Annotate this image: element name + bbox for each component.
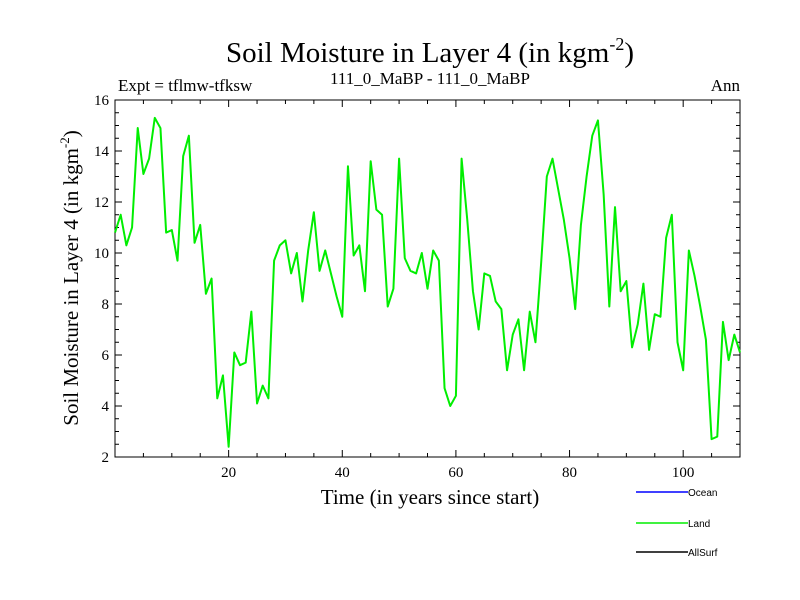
legend-label-ocean: Ocean — [688, 488, 717, 499]
y-tick-label: 14 — [94, 144, 110, 160]
subtitle-center: 111_0_MaBP - 111_0_MaBP — [330, 69, 530, 88]
subtitle-right: Ann — [711, 76, 741, 95]
x-tick-label: 80 — [562, 465, 577, 481]
x-tick-label: 20 — [221, 465, 236, 481]
series-line-land — [114, 116, 741, 448]
series-group — [114, 116, 741, 448]
legend-label-land: Land — [688, 519, 710, 530]
x-axis-label: Time (in years since start) — [321, 485, 540, 509]
y-tick-label: 12 — [94, 195, 109, 211]
x-axis: 20 40 60 80 100 — [142, 100, 713, 481]
chart-title-superscript: -2 — [609, 34, 624, 54]
y-axis-label-superscript: -2 — [57, 137, 72, 148]
y-axis-label: Soil Moisture in Layer 4 (in kgm-2) — [57, 130, 83, 425]
y-tick-label: 10 — [94, 246, 109, 262]
plot-frame — [114, 99, 741, 458]
y-axis: 2 4 6 8 10 12 14 16 — [94, 93, 740, 466]
y-tick-label: 16 — [94, 93, 110, 109]
x-tick-label: 100 — [672, 465, 695, 481]
x-tick-label: 40 — [335, 465, 350, 481]
y-tick-label: 6 — [102, 348, 110, 364]
subtitle-left: Expt = tflmw-tfksw — [118, 76, 253, 95]
y-tick-label: 8 — [102, 297, 110, 313]
y-tick-label: 2 — [102, 450, 110, 466]
legend: Ocean Land AllSurf — [636, 488, 718, 559]
legend-label-allsurf: AllSurf — [688, 548, 718, 559]
y-tick-label: 4 — [102, 399, 110, 415]
x-tick-label: 60 — [448, 465, 463, 481]
chart-title: Soil Moisture in Layer 4 (in kgm-2) — [226, 34, 634, 69]
